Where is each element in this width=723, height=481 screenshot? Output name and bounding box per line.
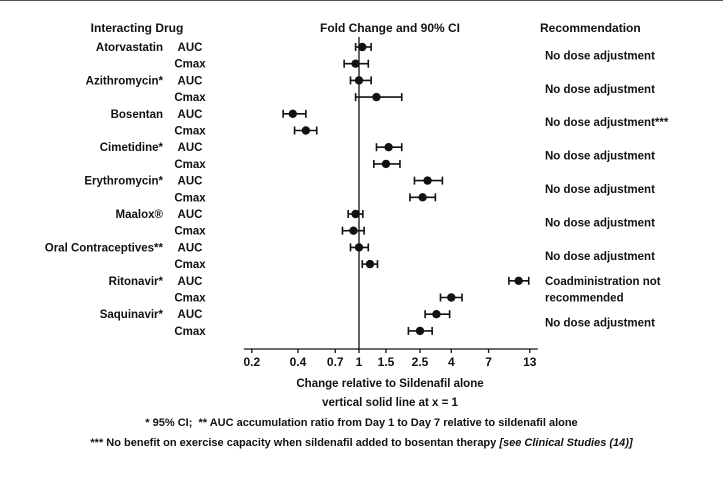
metric-label: AUC: [178, 209, 203, 221]
recommendation-label: No dose adjustment: [545, 84, 655, 96]
x-axis-tick-label: 2.5: [412, 355, 429, 369]
point-estimate: [351, 59, 360, 68]
point-estimate: [354, 243, 364, 252]
recommendation-label: No dose adjustment: [545, 50, 655, 62]
point-estimate: [354, 76, 364, 85]
point-estimate: [432, 310, 441, 319]
point-estimate: [349, 226, 358, 235]
column-header-fold-change: Fold Change and 90% CI: [319, 21, 460, 35]
metric-label: Cmax: [174, 259, 206, 271]
metric-label: AUC: [178, 75, 203, 87]
metric-label: Cmax: [174, 59, 206, 71]
drug-label: Saquinavir*: [100, 309, 164, 321]
drug-label: Maalox®: [116, 209, 164, 221]
metric-label: Cmax: [174, 293, 206, 305]
metric-label: Cmax: [174, 159, 206, 171]
drug-label: Oral Contraceptives**: [45, 242, 164, 254]
point-estimate: [415, 326, 425, 336]
point-estimate: [423, 176, 432, 185]
metric-label: AUC: [178, 109, 203, 121]
drug-label: Azithromycin*: [86, 75, 164, 87]
drug-label: Bosentan: [111, 109, 163, 121]
x-axis-tick-label: 1.5: [378, 355, 395, 369]
x-axis-tick-label: 13: [523, 355, 537, 369]
recommendation-label: No dose adjustment: [545, 151, 655, 163]
footnote-ci-accumulation: * 95% CI; ** AUC accumulation ratio from…: [145, 417, 578, 429]
footnote-bosentan-reference: [see Clinical Studies (14)]: [499, 437, 633, 449]
drug-label: Atorvastatin: [96, 42, 163, 54]
metric-label: AUC: [178, 176, 203, 188]
point-estimate: [447, 293, 456, 302]
point-estimate: [365, 259, 375, 269]
x-axis-tick-label: 1: [356, 355, 363, 369]
recommendation-label: Coadministration not: [545, 276, 661, 288]
metric-label: AUC: [178, 242, 203, 254]
point-estimate: [372, 92, 381, 102]
drug-label: Cimetidine*: [100, 142, 164, 154]
point-estimate: [381, 159, 391, 169]
column-header-interacting-drug: Interacting Drug: [90, 21, 184, 35]
point-estimate: [358, 42, 367, 52]
drug-label: Ritonavir*: [109, 276, 164, 288]
drug-label: Erythromycin*: [84, 176, 163, 188]
x-axis-tick-label: 4: [448, 355, 455, 369]
metric-label: AUC: [178, 309, 203, 321]
metric-label: AUC: [178, 142, 203, 154]
metric-label: Cmax: [174, 126, 206, 138]
metric-label: Cmax: [174, 92, 206, 104]
recommendation-label: No dose adjustment: [545, 318, 655, 330]
recommendation-label: No dose adjustment: [545, 217, 655, 229]
x-axis-tick-label: 0.4: [290, 355, 307, 369]
point-estimate: [351, 209, 360, 219]
metric-label: Cmax: [174, 226, 206, 238]
metric-label: AUC: [178, 42, 203, 54]
metric-label: Cmax: [174, 192, 206, 204]
recommendation-label: No dose adjustment***: [545, 117, 669, 129]
metric-label: Cmax: [174, 326, 206, 338]
column-header-recommendation: Recommendation: [540, 21, 641, 35]
x-axis-title: Change relative to Sildenafil alone: [296, 378, 484, 390]
x-axis-reference-note: vertical solid line at x = 1: [322, 397, 458, 409]
recommendation-label: No dose adjustment: [545, 184, 655, 196]
point-estimate: [288, 109, 298, 119]
point-estimate: [384, 143, 393, 152]
point-estimate: [514, 276, 523, 285]
x-axis-tick-label: 0.7: [327, 355, 344, 369]
footnote-bosentan-text: *** No benefit on exercise capacity when…: [90, 437, 500, 449]
recommendation-label: No dose adjustment: [545, 251, 655, 263]
x-axis-tick-label: 7: [485, 355, 492, 369]
point-estimate: [301, 126, 311, 135]
footnote-bosentan: *** No benefit on exercise capacity when…: [0, 437, 723, 449]
metric-label: AUC: [178, 276, 203, 288]
recommendation-label: recommended: [545, 293, 624, 305]
point-estimate: [418, 193, 427, 202]
x-axis-tick-label: 0.2: [244, 355, 261, 369]
